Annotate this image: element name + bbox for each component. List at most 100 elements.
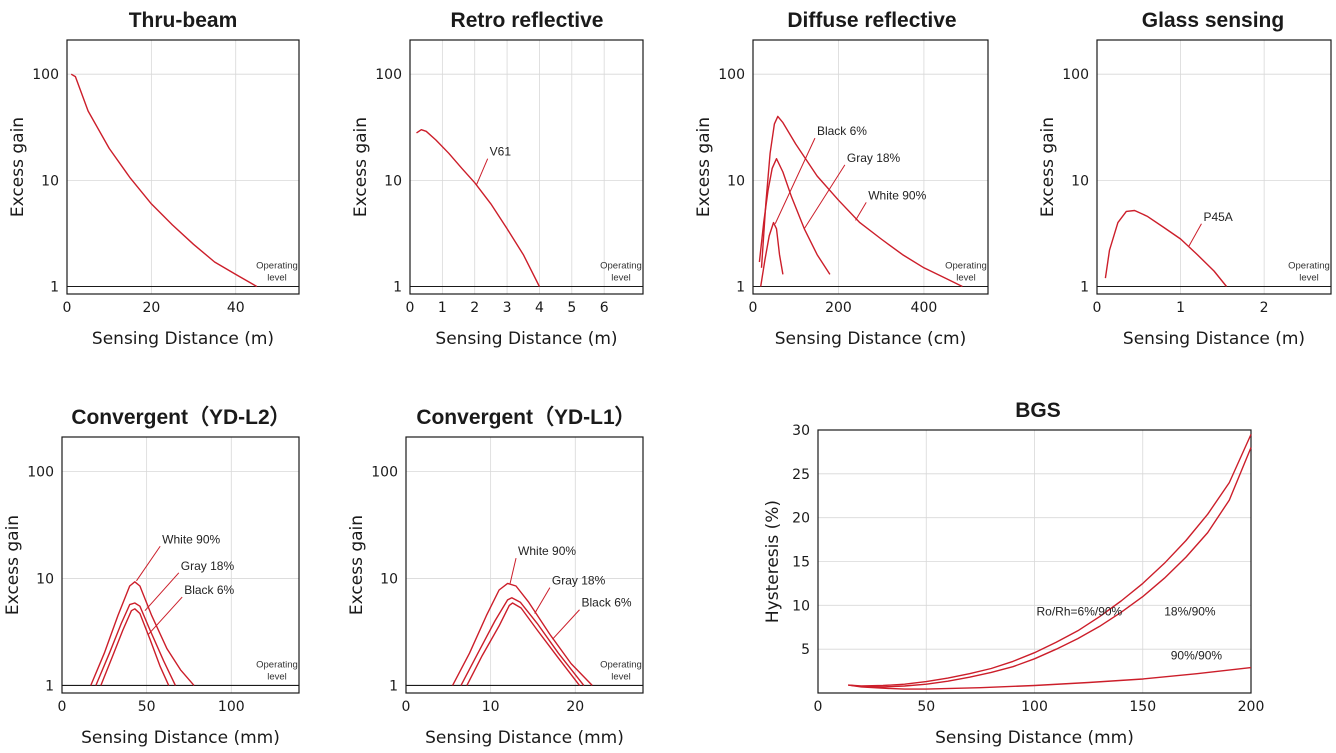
- annotation-label: V61: [490, 145, 512, 159]
- x-tick-label: 200: [825, 300, 852, 316]
- y-tick-label: 100: [371, 464, 398, 480]
- operating-level-label: level: [1299, 273, 1319, 284]
- operating-level-label: level: [267, 273, 287, 284]
- y-tick-label: 10: [36, 571, 54, 587]
- x-tick-label: 6: [600, 300, 609, 316]
- annotation-leader: [475, 158, 489, 186]
- plot-frame: [61, 436, 300, 694]
- y-axis-label: Hysteresis (%): [763, 500, 783, 623]
- x-tick-label: 2: [470, 300, 479, 316]
- plot-frame: [409, 39, 644, 295]
- y-tick-label: 10: [41, 173, 59, 189]
- annotation-label: White 90%: [518, 544, 576, 558]
- y-axis-label: Excess gain: [1038, 117, 1058, 217]
- chart-title: Convergent（YD-L1）: [416, 405, 635, 429]
- y-tick-label: 1: [393, 280, 402, 296]
- y-axis-label: Excess gain: [347, 515, 367, 615]
- y-tick-label: 10: [384, 173, 402, 189]
- x-tick-label: 40: [227, 300, 245, 316]
- annotation-label: Ro/Rh=6%/90%: [1037, 604, 1123, 618]
- series-gray-18: [460, 597, 585, 686]
- annotation-label: White 90%: [868, 188, 926, 202]
- y-tick-label: 100: [1062, 67, 1089, 83]
- x-tick-label: 400: [911, 300, 938, 316]
- y-tick-label: 1: [1080, 280, 1089, 296]
- annotation-label: Black 6%: [817, 124, 867, 138]
- series-18-90: [848, 447, 1252, 688]
- x-tick-label: 4: [535, 300, 544, 316]
- annotation-label: Black 6%: [184, 583, 234, 597]
- chart-title: Glass sensing: [1142, 9, 1284, 32]
- x-tick-label: 5: [567, 300, 576, 316]
- annotation-leader: [774, 137, 816, 224]
- x-tick-label: 1: [1176, 300, 1185, 316]
- x-tick-label: 50: [917, 699, 935, 715]
- operating-level-label: level: [611, 671, 631, 682]
- x-tick-label: 0: [814, 699, 823, 715]
- x-tick-label: 3: [503, 300, 512, 316]
- chart-title: Diffuse reflective: [787, 9, 956, 32]
- x-tick-label: 100: [218, 699, 245, 715]
- x-tick-label: 20: [142, 300, 160, 316]
- y-tick-label: 10: [1071, 173, 1089, 189]
- y-tick-label: 100: [375, 67, 402, 83]
- y-tick-label: 20: [792, 511, 810, 527]
- chart-title: Thru-beam: [129, 9, 238, 32]
- chart-title: BGS: [1015, 399, 1061, 422]
- annotation-leader: [1188, 223, 1202, 247]
- x-tick-label: 0: [58, 699, 67, 715]
- x-axis-label: Sensing Distance (cm): [775, 329, 966, 349]
- y-axis-label: Excess gain: [694, 117, 714, 217]
- y-tick-label: 30: [792, 423, 810, 439]
- series-line: [70, 73, 258, 288]
- x-tick-label: 0: [1093, 300, 1102, 316]
- chart-bgs: 0 50 100 150 200 5 10 15 20 25 30 Ro/Rh=6%/90% 18%/9…: [763, 399, 1264, 748]
- series-white-90: [90, 581, 195, 686]
- x-tick-label: 100: [1021, 699, 1048, 715]
- y-tick-label: 1: [45, 678, 54, 694]
- x-axis-label: Sensing Distance (m): [92, 329, 274, 349]
- annotation-leader: [136, 545, 161, 582]
- x-axis-label: Sensing Distance (m): [1123, 329, 1305, 349]
- x-tick-label: 1: [438, 300, 447, 316]
- y-axis-label: Excess gain: [351, 117, 371, 217]
- series-white-90: [760, 115, 963, 288]
- plot-frame: [817, 429, 1252, 694]
- y-tick-label: 10: [380, 571, 398, 587]
- plot-frame: [1096, 39, 1332, 295]
- annotation-leader: [144, 572, 180, 612]
- annotation-leader: [534, 587, 551, 614]
- annotation-leader: [509, 557, 517, 584]
- y-tick-label: 1: [736, 280, 745, 296]
- annotation-label: 90%/90%: [1171, 648, 1223, 662]
- series-black-6: [760, 221, 784, 287]
- series-gray-18: [758, 158, 831, 275]
- annotation-leader: [855, 202, 867, 221]
- annotation-label: Gray 18%: [847, 151, 901, 165]
- series-v61: [416, 129, 541, 287]
- y-tick-label: 15: [792, 555, 810, 571]
- y-tick-label: 100: [718, 67, 745, 83]
- x-axis-label: Sensing Distance (mm): [81, 728, 280, 748]
- annotation-leader: [803, 164, 846, 230]
- series-black-6: [100, 608, 170, 686]
- series-p45a: [1104, 209, 1228, 287]
- x-tick-label: 0: [402, 699, 411, 715]
- x-tick-label: 200: [1238, 699, 1265, 715]
- operating-level-label: Operating: [600, 659, 642, 670]
- y-tick-label: 100: [27, 464, 54, 480]
- x-tick-label: 20: [566, 699, 584, 715]
- series-gray-18: [95, 602, 177, 686]
- plot-frame: [405, 436, 644, 694]
- annotation-label: Black 6%: [582, 596, 632, 610]
- annotation-leader: [147, 596, 183, 635]
- annotation-label: Gray 18%: [552, 574, 606, 588]
- y-tick-label: 10: [792, 598, 810, 614]
- chart-title: Retro reflective: [451, 9, 604, 32]
- y-tick-label: 1: [50, 280, 59, 296]
